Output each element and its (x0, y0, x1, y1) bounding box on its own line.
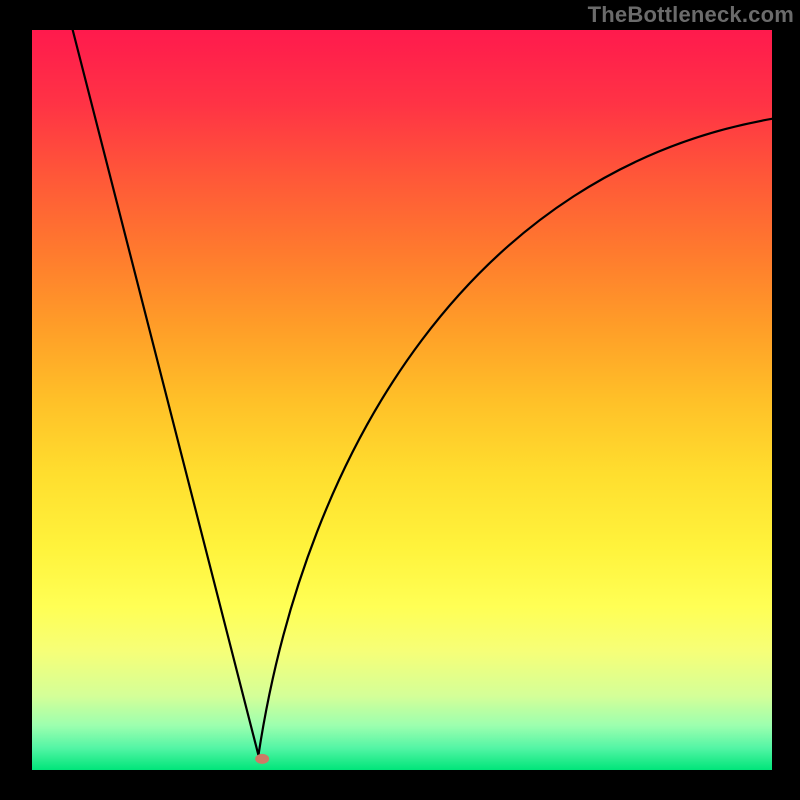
plot-area (32, 30, 772, 770)
gradient-background (32, 30, 772, 770)
optimal-point-marker (255, 754, 269, 764)
bottleneck-chart (32, 30, 772, 770)
watermark-text: TheBottleneck.com (588, 2, 794, 28)
chart-frame: TheBottleneck.com (0, 0, 800, 800)
